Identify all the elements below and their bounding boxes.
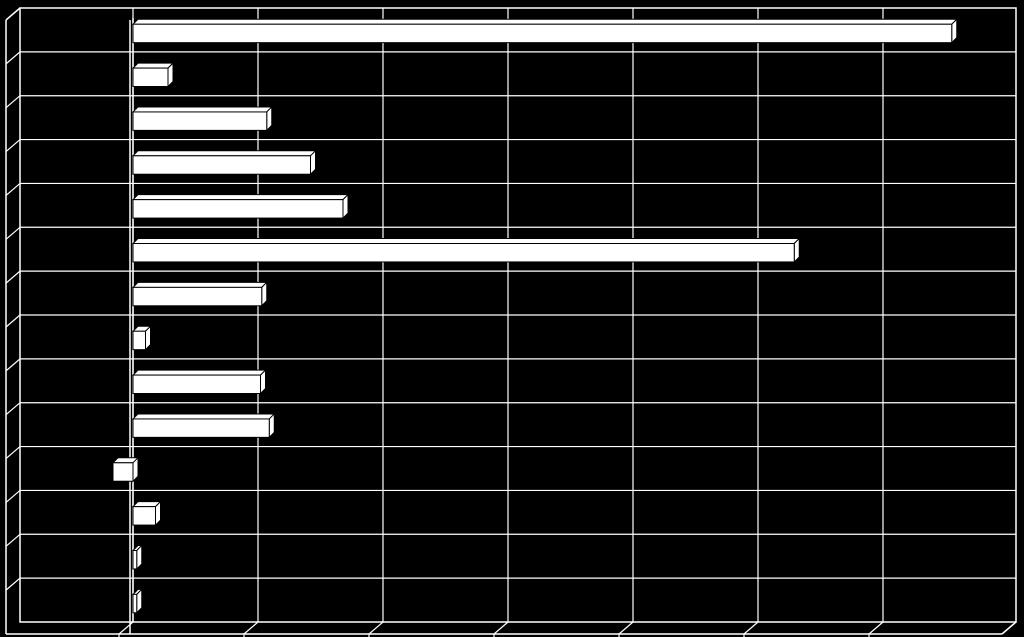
floor-right-edge xyxy=(1001,621,1017,635)
bar-top-face xyxy=(131,194,350,201)
floor-gridline xyxy=(243,621,259,635)
bar-front-face xyxy=(132,155,311,175)
bar-front-face xyxy=(132,506,156,526)
floor-gridline xyxy=(868,621,884,635)
bar-front-face xyxy=(112,462,134,482)
side-wall-gridline xyxy=(5,139,21,153)
bar xyxy=(131,281,268,307)
side-wall-gridline xyxy=(5,270,21,284)
bar-top-face xyxy=(131,413,276,420)
bar-top-face xyxy=(131,106,273,113)
side-wall-gridline xyxy=(5,314,21,328)
bar xyxy=(131,61,175,88)
side-wall-top-edge xyxy=(5,7,21,21)
bar-front-face xyxy=(132,199,344,219)
floor-gridline xyxy=(493,621,509,635)
side-wall-gridline xyxy=(5,51,21,65)
side-wall-gridline xyxy=(5,95,21,109)
side-wall-gridline xyxy=(5,226,21,240)
bar-top-face xyxy=(131,18,958,25)
bar-front-face xyxy=(132,374,261,395)
bar-top-face xyxy=(131,281,268,288)
bar-front-face xyxy=(132,330,146,351)
bar-top-face xyxy=(131,238,801,245)
bar-front-face xyxy=(132,418,270,438)
floor-gridline xyxy=(368,621,384,635)
bar-top-face xyxy=(131,62,175,69)
bar xyxy=(131,18,958,44)
bar-front-face xyxy=(132,23,953,44)
bar-front-face xyxy=(132,67,169,88)
bar-front-face xyxy=(132,286,263,307)
floor-gridline xyxy=(743,621,759,635)
bar xyxy=(131,588,143,614)
side-wall-gridline xyxy=(5,358,21,372)
side-wall-gridline xyxy=(5,533,21,547)
bar-front-face xyxy=(132,550,138,570)
bars-layer xyxy=(111,18,958,614)
bar xyxy=(131,237,801,264)
side-wall-gridline xyxy=(5,402,21,416)
bar-top-face xyxy=(131,369,267,376)
bar xyxy=(131,544,143,571)
bar-top-face xyxy=(131,150,317,157)
floor-gridline xyxy=(118,621,134,635)
bar xyxy=(131,412,276,439)
bar xyxy=(131,368,267,395)
side-wall-gridline xyxy=(5,182,21,196)
side-wall-gridline xyxy=(5,577,21,591)
bar xyxy=(131,500,162,527)
bar xyxy=(131,105,273,132)
bar xyxy=(111,456,140,483)
bar-front-face xyxy=(132,111,268,131)
bar-front-face xyxy=(132,243,795,263)
side-wall-gridline xyxy=(5,446,21,460)
floor-gridline xyxy=(618,621,634,635)
side-wall-gridline xyxy=(5,489,21,503)
bar xyxy=(131,193,350,220)
bar xyxy=(131,325,152,351)
bar-front-face xyxy=(132,593,138,614)
grid-layer xyxy=(5,7,1017,637)
bar xyxy=(131,149,317,176)
